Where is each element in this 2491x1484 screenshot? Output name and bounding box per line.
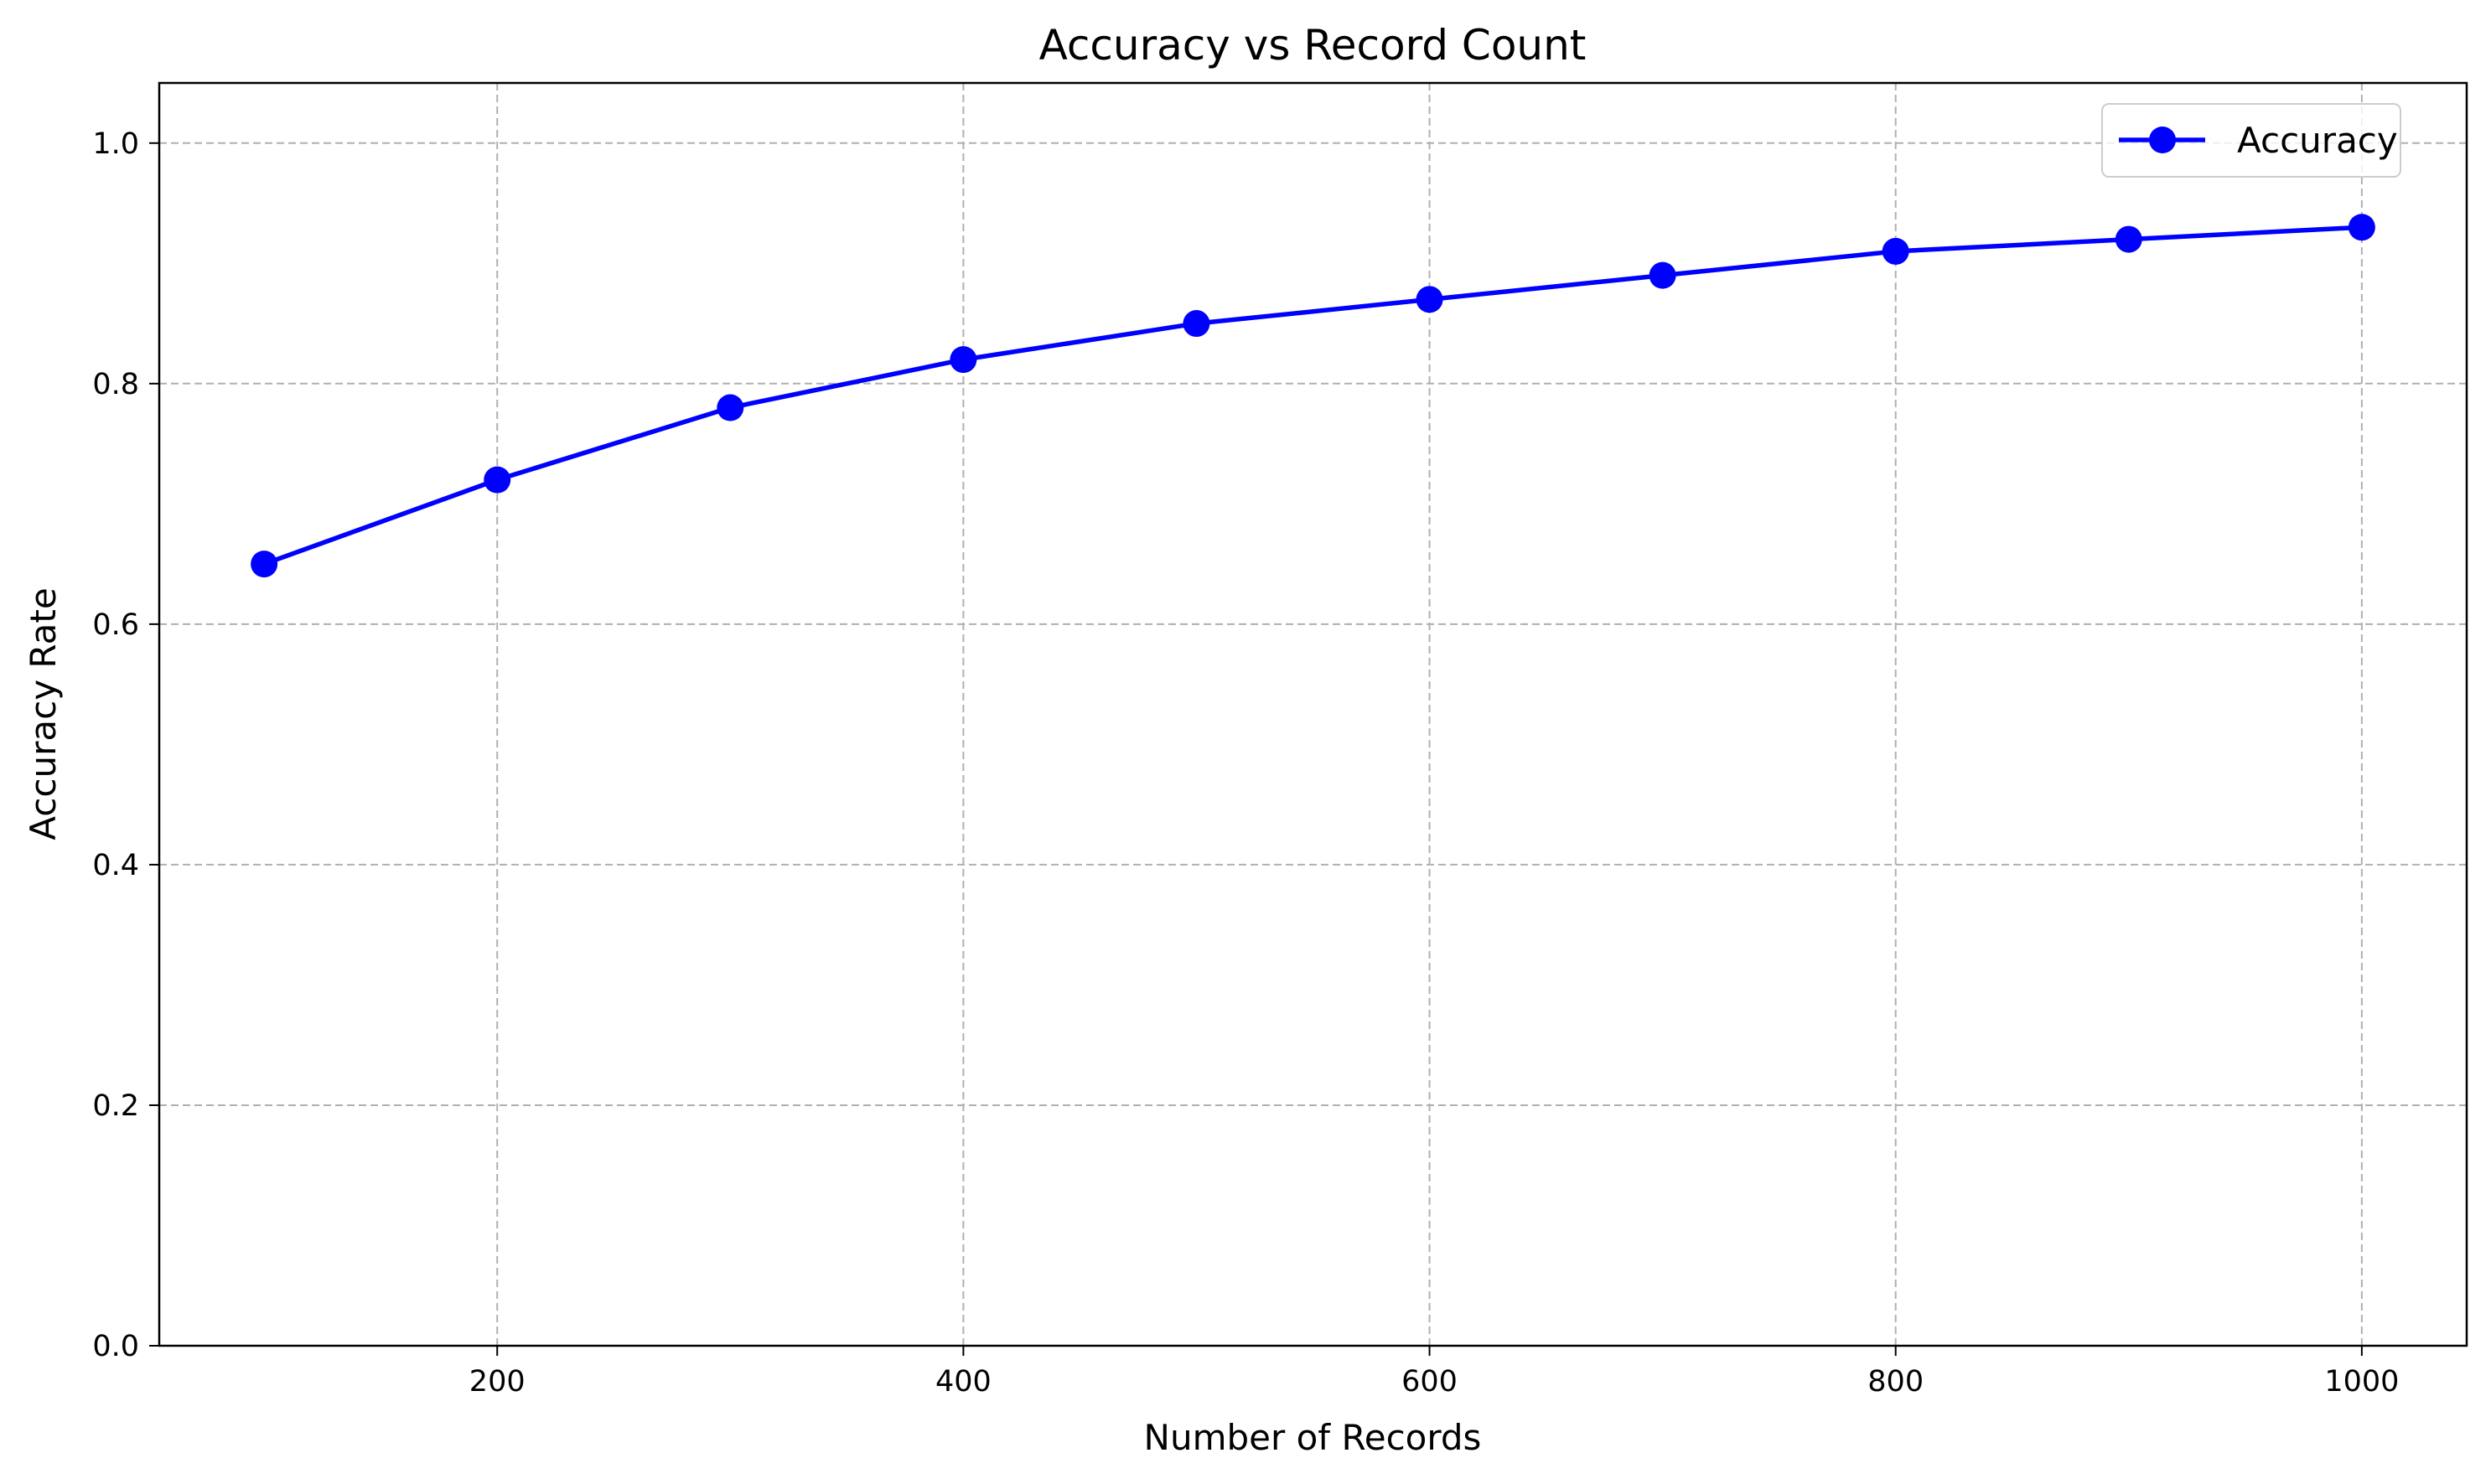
y-tick-label: 0.2 xyxy=(92,1089,139,1123)
x-tick-label: 200 xyxy=(469,1365,526,1399)
y-tick-label: 0.4 xyxy=(92,849,139,882)
series-line-accuracy xyxy=(263,225,2363,566)
data-point xyxy=(2348,214,2375,241)
legend: Accuracy xyxy=(2101,103,2401,178)
data-point xyxy=(251,551,278,578)
y-tick-label: 1.0 xyxy=(92,127,139,161)
data-series xyxy=(251,214,2375,578)
plot-area-frame xyxy=(158,81,2468,1347)
legend-label-accuracy: Accuracy xyxy=(2237,120,2398,161)
data-point xyxy=(1649,261,1676,289)
y-axis-label: Accuracy Rate xyxy=(23,587,64,840)
data-point xyxy=(1183,310,1210,338)
data-point xyxy=(2115,225,2142,253)
x-tick-label: 600 xyxy=(1401,1365,1458,1399)
legend-box xyxy=(2101,103,2401,178)
chart-title: Accuracy vs Record Count xyxy=(1039,21,1587,70)
x-axis-label: Number of Records xyxy=(1144,1417,1482,1458)
data-point xyxy=(484,466,511,494)
axis-ticks: 200 400 600 800 1000 0.0 0.2 0.4 0.6 0.8 1.0 xyxy=(92,127,2399,1399)
data-point xyxy=(717,394,744,421)
x-tick-label: 800 xyxy=(1867,1365,1924,1399)
x-tick-label: 400 xyxy=(935,1365,992,1399)
data-point xyxy=(1882,237,1909,265)
y-tick-label: 0.8 xyxy=(92,368,139,401)
y-tick-label: 0.6 xyxy=(92,608,139,642)
legend-marker-swatch xyxy=(2149,127,2176,153)
x-tick-label: 1000 xyxy=(2324,1365,2399,1399)
y-tick-label: 0.0 xyxy=(92,1330,139,1363)
data-point xyxy=(950,346,977,374)
data-point xyxy=(1416,286,1443,313)
